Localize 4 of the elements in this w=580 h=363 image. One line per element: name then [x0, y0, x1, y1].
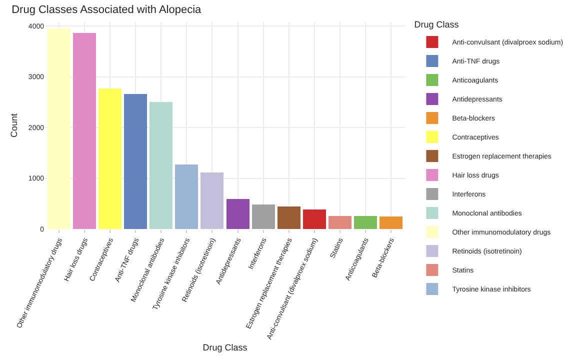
chart-title: Drug Classes Associated with Alopecia	[12, 4, 202, 16]
y-axis-title: Count	[9, 113, 19, 138]
x-axis-title: Drug Class	[202, 342, 248, 353]
legend-title: Drug Class	[414, 19, 460, 30]
